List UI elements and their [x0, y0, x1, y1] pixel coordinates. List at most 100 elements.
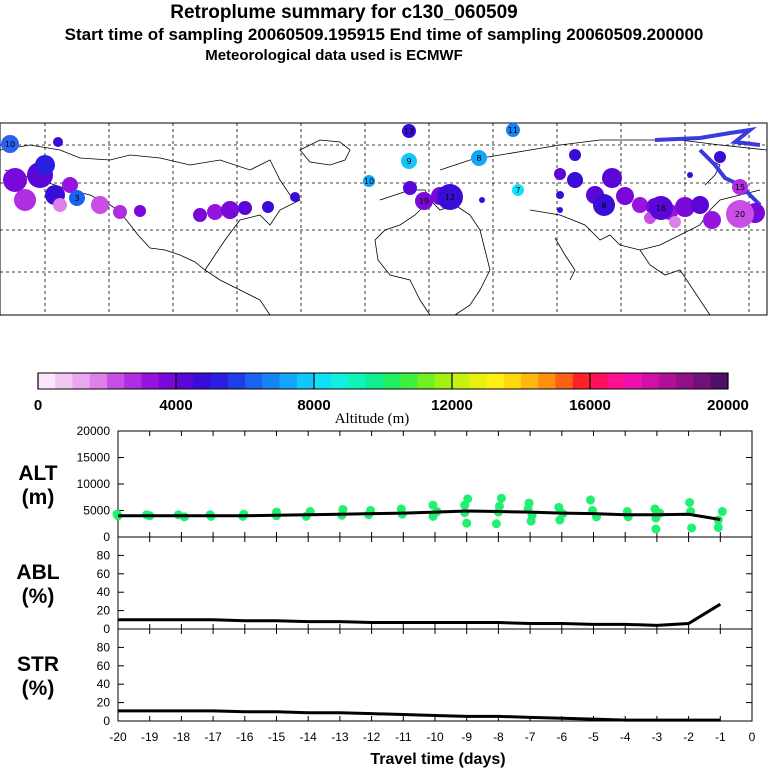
y-axis-unit: (%)	[22, 585, 55, 608]
colorbar-tick-label: 20000	[707, 397, 749, 414]
plume-blob	[207, 204, 223, 220]
colorbar-swatch	[210, 373, 229, 389]
marker-label: 3	[74, 194, 79, 203]
scatter-point	[494, 501, 504, 511]
x-tick-label: -12	[363, 730, 381, 744]
x-tick-label: -17	[204, 730, 222, 744]
x-tick-label: -3	[652, 730, 663, 744]
y-tick-label: 15000	[77, 451, 111, 465]
colorbar-swatch	[314, 373, 332, 389]
plume-blob	[14, 189, 36, 211]
plume-blob	[567, 172, 583, 188]
map-markers: 10 13 11 9 8 10 7 12 19 16 6 15 20 3	[1, 123, 765, 229]
y-axis-unit: (m)	[22, 486, 55, 509]
plume-blob	[691, 196, 709, 214]
marker-label: 8	[476, 154, 481, 163]
scatter-point	[239, 509, 249, 519]
plume-blob	[262, 201, 274, 213]
marker-dot	[437, 184, 463, 210]
colorbar-swatch	[503, 373, 522, 389]
colorbar-swatch	[124, 373, 142, 389]
plume-blob	[221, 201, 239, 219]
colorbar-swatch	[624, 373, 643, 389]
map-frame	[0, 122, 768, 316]
chart-panels: 05000100001500020000ALT(m)020406080ABL(%…	[16, 424, 755, 768]
x-tick-label: -4	[620, 730, 631, 744]
marker-dot	[512, 184, 524, 196]
marker-label: 6	[601, 201, 606, 210]
colorbar-swatch	[383, 373, 401, 389]
colorbar-swatch	[245, 373, 263, 389]
marker-label: 12	[445, 193, 455, 202]
marker-dot	[593, 194, 615, 216]
scatter-point	[462, 518, 472, 528]
marker-label: 15	[735, 183, 745, 192]
colorbar-swatch	[89, 373, 108, 389]
colorbar-swatch	[676, 373, 694, 389]
colorbar-swatch	[262, 373, 280, 389]
scatter-point	[463, 494, 473, 504]
plume-blob	[53, 137, 63, 147]
y-tick-label: 80	[97, 548, 111, 562]
plume-blob	[35, 155, 55, 175]
plume-blob	[602, 168, 622, 188]
plume-blob	[290, 192, 300, 202]
colorbar-swatch	[641, 373, 660, 389]
plume-blob	[3, 168, 27, 192]
marker-label: 10	[364, 177, 374, 186]
marker-dot	[732, 179, 748, 195]
marker-dot	[69, 190, 85, 206]
x-tick-label: -7	[525, 730, 536, 744]
plume-blob	[53, 198, 67, 212]
scatter-point	[112, 509, 122, 519]
scatter-point	[496, 493, 506, 503]
marker-dot	[649, 196, 673, 220]
x-tick-label: -15	[268, 730, 286, 744]
plume-blob	[62, 177, 78, 193]
x-tick-label: -6	[556, 730, 567, 744]
y-tick-label: 20000	[77, 424, 111, 438]
y-tick-label: 60	[97, 659, 111, 673]
plume-blob	[703, 211, 721, 229]
scatter-point	[717, 507, 727, 517]
colorbar-swatch	[193, 373, 211, 389]
plume-blob	[687, 172, 693, 178]
marker-label: 19	[419, 197, 429, 206]
y-axis-label: ALT	[18, 462, 57, 485]
plume-blob	[616, 187, 634, 205]
abl-panel-frame	[117, 536, 753, 630]
y-tick-label: 40	[97, 585, 111, 599]
colorbar-swatch	[555, 373, 574, 389]
y-tick-label: 60	[97, 567, 111, 581]
marker-dot	[506, 123, 520, 137]
scatter-point	[713, 522, 723, 532]
colorbar-swatch	[469, 373, 487, 389]
colorbar-swatch	[176, 373, 194, 389]
marker-label: 10	[5, 140, 15, 149]
colorbar-swatch	[710, 373, 729, 389]
scatter-point	[338, 504, 348, 514]
y-tick-label: 5000	[83, 504, 110, 518]
marker-label: 13	[404, 127, 414, 136]
plume-blob	[554, 168, 566, 180]
colorbar-swatch	[72, 373, 91, 389]
x-tick-label: -18	[173, 730, 191, 744]
colorbar-swatch	[331, 373, 349, 389]
plume-track	[654, 126, 762, 207]
marker-dot	[1, 135, 19, 153]
plume-blob	[556, 191, 564, 199]
colorbar-swatch	[141, 373, 160, 389]
colorbar-swatch	[572, 373, 591, 389]
scatter-point	[687, 523, 697, 533]
scatter-point	[524, 498, 534, 508]
y-tick-label: 0	[103, 714, 110, 728]
x-tick-label: -11	[395, 730, 412, 744]
plume-blob	[403, 181, 417, 195]
x-tick-label: -10	[426, 730, 444, 744]
x-tick-label: -16	[236, 730, 254, 744]
x-axis-label: Travel time (days)	[370, 751, 505, 768]
scatter-point	[396, 504, 406, 514]
colorbar-swatch	[107, 373, 125, 389]
x-tick-label: -19	[141, 730, 159, 744]
marker-dot	[401, 153, 417, 169]
